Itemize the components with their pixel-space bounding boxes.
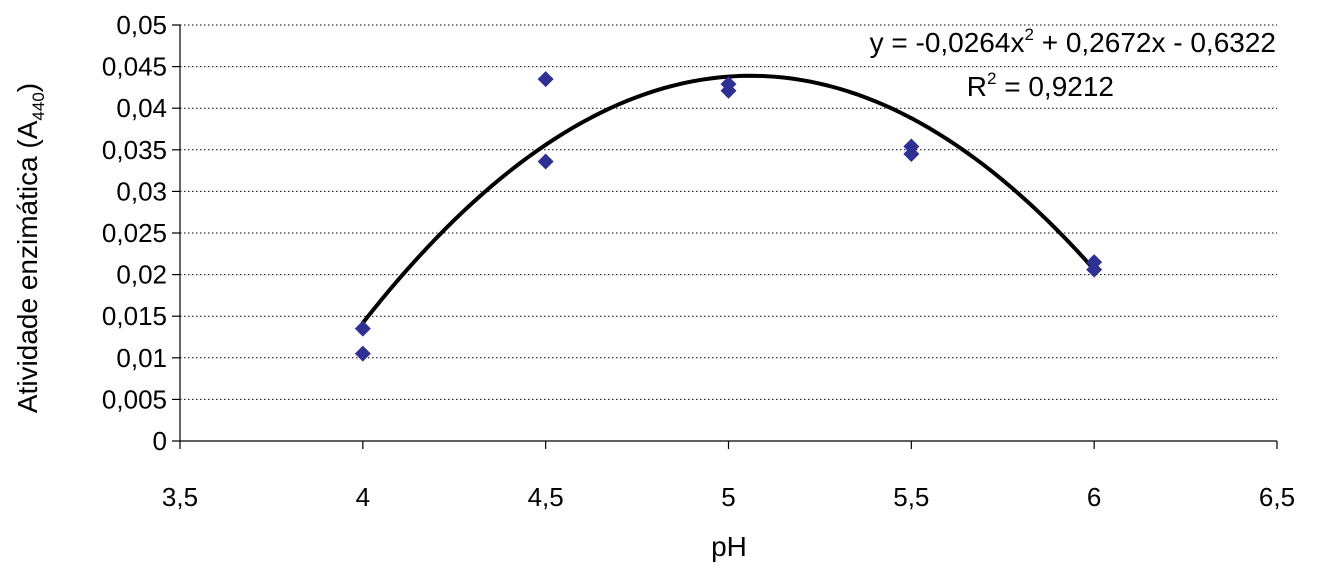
- x-tick-label-6: 6,5: [1259, 482, 1295, 512]
- y-axis-title-close: ): [12, 83, 43, 92]
- y-tick-label-2: 0,01: [116, 343, 167, 373]
- data-point-5: [720, 82, 737, 99]
- y-axis-title-main: Atividade enzimática (A: [12, 120, 43, 413]
- data-point-3: [537, 153, 554, 170]
- x-tick-label-4: 5,5: [893, 482, 929, 512]
- r-squared-label: R2 = 0,9212: [967, 69, 1114, 102]
- y-axis-title-subscript: 440: [29, 92, 48, 120]
- x-axis-title: pH: [711, 531, 747, 562]
- x-tick-label-2: 4,5: [528, 482, 564, 512]
- y-tick-label-0: 0: [153, 426, 167, 456]
- y-tick-label-9: 0,045: [102, 52, 167, 82]
- x-tick-label-5: 6: [1087, 482, 1101, 512]
- data-points: [354, 71, 1103, 362]
- data-point-0: [354, 320, 371, 337]
- x-tick-label-1: 4: [356, 482, 370, 512]
- y-tick-label-4: 0,02: [116, 260, 167, 290]
- r-squared-superscript: 2: [987, 69, 996, 88]
- trendline-curve: [360, 73, 1097, 325]
- y-tick-label-10: 0,05: [116, 10, 167, 40]
- data-point-1: [354, 345, 371, 362]
- x-tick-label-0: 3,5: [162, 482, 198, 512]
- data-point-2: [537, 71, 554, 88]
- trendline-layer: [360, 73, 1097, 325]
- axes: [172, 24, 1278, 449]
- r-squared-suffix: = 0,9212: [996, 71, 1114, 102]
- data-point-7: [903, 145, 920, 162]
- data-point-9: [1086, 261, 1103, 278]
- y-tick-label-3: 0,015: [102, 301, 167, 331]
- r-squared-prefix: R: [967, 71, 987, 102]
- y-tick-label-5: 0,025: [102, 218, 167, 248]
- x-tick-label-3: 5: [721, 482, 735, 512]
- equation-prefix: y = -0,0264x: [870, 27, 1025, 58]
- equation-superscript: 2: [1024, 25, 1033, 44]
- y-tick-label-6: 0,03: [116, 176, 167, 206]
- trendline-equation: y = -0,0264x2 + 0,2672x - 0,6322: [870, 25, 1276, 58]
- tick-labels: 0 0,005 0,01 0,015 0,02 0,025 0,03 0,035 0,04 0,0…: [102, 10, 1295, 512]
- y-tick-label-1: 0,005: [102, 384, 167, 414]
- y-tick-label-7: 0,035: [102, 135, 167, 165]
- y-axis-title: Atividade enzimática (A440): [12, 83, 48, 413]
- equation-suffix: + 0,2672x - 0,6322: [1034, 27, 1276, 58]
- y-tick-label-8: 0,04: [116, 93, 167, 123]
- grid-lines: [180, 24, 1277, 400]
